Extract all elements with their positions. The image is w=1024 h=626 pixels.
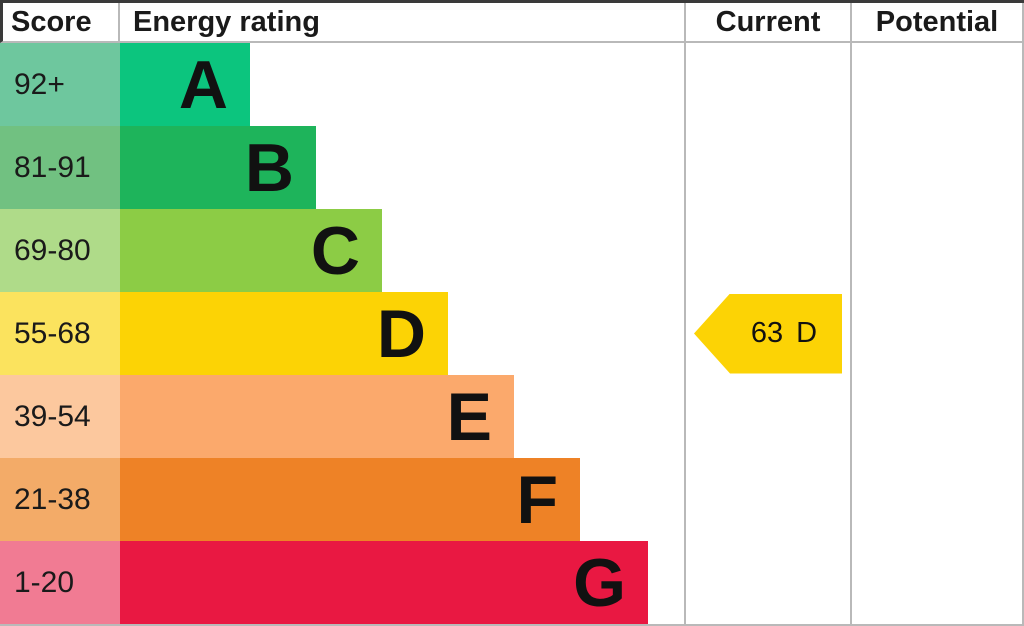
band-row-g: 1-20 G (0, 541, 1024, 624)
bar-area-a: A (120, 43, 684, 126)
header-row: Score Energy rating Current Potential (0, 3, 1024, 43)
potential-cell-b (850, 126, 1024, 209)
score-range-d: 55-68 (0, 292, 120, 375)
score-range-c: 69-80 (0, 209, 120, 292)
band-bar-g: G (120, 541, 648, 624)
current-rating-band: D (796, 317, 818, 349)
header-current: Current (684, 3, 850, 41)
band-bar-c: C (120, 209, 382, 292)
band-row-e: 39-54 E (0, 375, 1024, 458)
bar-area-f: F (120, 458, 684, 541)
score-range-a: 92+ (0, 43, 120, 126)
bar-area-e: E (120, 375, 684, 458)
score-range-e: 39-54 (0, 375, 120, 458)
potential-cell-c (850, 209, 1024, 292)
current-rating-value: 63 (750, 317, 784, 349)
bar-area-b: B (120, 126, 684, 209)
band-row-b: 81-91 B (0, 126, 1024, 209)
header-potential: Potential (850, 3, 1024, 41)
bar-area-g: G (120, 541, 684, 624)
band-row-f: 21-38 F (0, 458, 1024, 541)
header-score: Score (3, 3, 120, 41)
current-cell-c (684, 209, 850, 292)
band-bar-a: A (120, 43, 250, 126)
band-row-a: 92+ A (0, 43, 1024, 126)
potential-cell-g (850, 541, 1024, 624)
potential-cell-f (850, 458, 1024, 541)
header-energy-rating: Energy rating (133, 6, 320, 38)
current-rating-arrow: 63 D (694, 293, 842, 374)
band-bar-d: D (120, 292, 448, 375)
potential-cell-d (850, 292, 1024, 375)
score-range-g: 1-20 (0, 541, 120, 624)
band-bar-b: B (120, 126, 316, 209)
bar-area-c: C (120, 209, 684, 292)
band-row-d: 55-68 D 63 D (0, 292, 1024, 375)
score-range-b: 81-91 (0, 126, 120, 209)
current-cell-b (684, 126, 850, 209)
current-cell-d: 63 D (684, 292, 850, 375)
current-cell-a (684, 43, 850, 126)
current-cell-g (684, 541, 850, 624)
bar-area-d: D (120, 292, 684, 375)
band-row-c: 69-80 C (0, 209, 1024, 292)
score-range-f: 21-38 (0, 458, 120, 541)
band-bar-f: F (120, 458, 580, 541)
potential-cell-a (850, 43, 1024, 126)
potential-cell-e (850, 375, 1024, 458)
current-cell-f (684, 458, 850, 541)
band-bar-e: E (120, 375, 514, 458)
current-cell-e (684, 375, 850, 458)
